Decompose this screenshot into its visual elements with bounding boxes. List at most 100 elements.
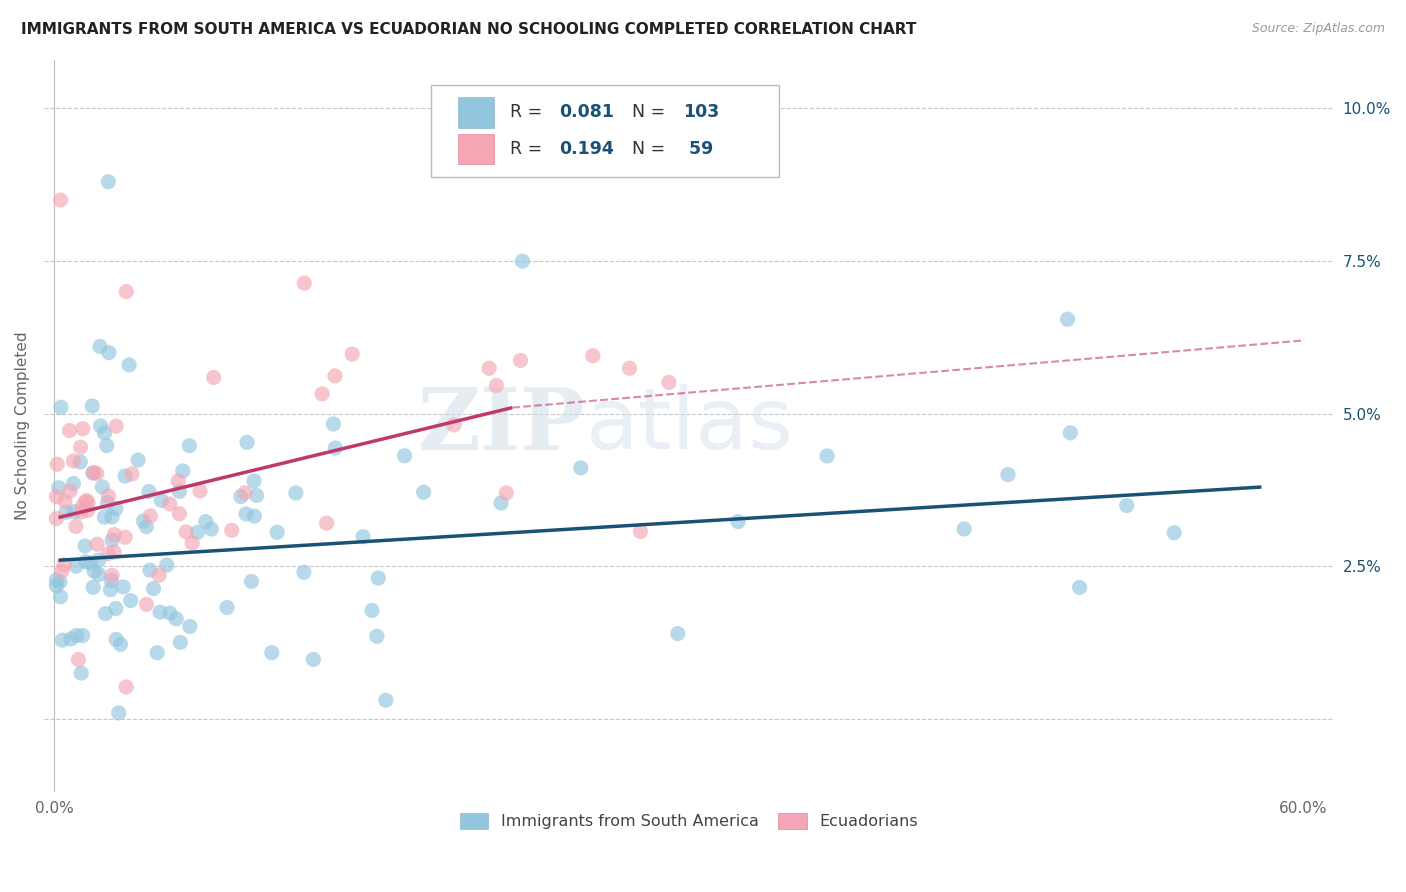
Point <box>1056 312 1078 326</box>
Point <box>75 555 97 569</box>
Point <box>65 628 87 642</box>
Point <box>666 626 689 640</box>
Point <box>107 706 129 720</box>
Point <box>997 467 1019 482</box>
Point <box>52 558 75 572</box>
Point <box>1069 581 1091 595</box>
Point <box>512 254 534 268</box>
Point <box>169 507 191 521</box>
Point <box>181 536 204 550</box>
Bar <box>458 97 495 128</box>
Point <box>658 376 681 390</box>
Point <box>45 490 67 504</box>
Point <box>82 399 104 413</box>
Point <box>82 580 104 594</box>
Point <box>101 568 124 582</box>
Point <box>53 494 76 508</box>
Point <box>150 493 173 508</box>
Point <box>105 419 128 434</box>
Point <box>72 629 94 643</box>
Text: 103: 103 <box>683 103 718 121</box>
Point <box>179 619 201 633</box>
Point <box>114 530 136 544</box>
Point <box>146 646 169 660</box>
Point <box>169 635 191 649</box>
Point <box>120 593 142 607</box>
Point <box>135 519 157 533</box>
Y-axis label: No Schooling Completed: No Schooling Completed <box>15 332 30 520</box>
Point <box>65 519 87 533</box>
Point <box>121 467 143 481</box>
Point <box>83 466 105 480</box>
Point <box>235 507 257 521</box>
Point <box>97 489 120 503</box>
Point <box>104 601 127 615</box>
Point <box>169 484 191 499</box>
Point <box>315 516 337 531</box>
Point <box>55 505 77 519</box>
Point <box>619 361 641 376</box>
Point <box>58 424 80 438</box>
Point <box>103 545 125 559</box>
Point <box>45 579 67 593</box>
Point <box>49 193 72 207</box>
Point <box>221 524 243 538</box>
Point <box>93 425 115 440</box>
Point <box>186 525 208 540</box>
Point <box>582 349 605 363</box>
Point <box>509 353 531 368</box>
Point <box>215 600 238 615</box>
Point <box>103 527 125 541</box>
Point <box>630 524 652 539</box>
Point <box>245 488 267 502</box>
Point <box>51 564 73 578</box>
Point <box>97 547 120 561</box>
Point <box>132 514 155 528</box>
Point <box>91 480 114 494</box>
FancyBboxPatch shape <box>432 86 779 177</box>
Point <box>86 537 108 551</box>
Point <box>266 525 288 540</box>
Point <box>127 453 149 467</box>
Point <box>100 582 122 597</box>
Point <box>96 496 118 510</box>
Point <box>90 419 112 434</box>
Point <box>260 646 283 660</box>
Point <box>100 574 122 588</box>
Point <box>284 486 307 500</box>
Point <box>311 386 333 401</box>
Point <box>75 495 97 509</box>
Point <box>135 598 157 612</box>
Point <box>70 505 93 519</box>
Point <box>114 469 136 483</box>
Point <box>233 485 256 500</box>
Point <box>62 454 84 468</box>
Point <box>366 629 388 643</box>
Point <box>243 474 266 488</box>
Point <box>69 440 91 454</box>
Point <box>46 457 69 471</box>
Point <box>188 483 211 498</box>
Point <box>394 449 416 463</box>
Point <box>118 358 141 372</box>
Bar <box>458 134 495 164</box>
Text: IMMIGRANTS FROM SOUTH AMERICA VS ECUADORIAN NO SCHOOLING COMPLETED CORRELATION C: IMMIGRANTS FROM SOUTH AMERICA VS ECUADOR… <box>21 22 917 37</box>
Text: 0.194: 0.194 <box>558 140 613 158</box>
Point <box>96 439 118 453</box>
Point <box>139 563 162 577</box>
Text: Source: ZipAtlas.com: Source: ZipAtlas.com <box>1251 22 1385 36</box>
Text: N =: N = <box>633 103 671 121</box>
Text: ZIP: ZIP <box>418 384 586 468</box>
Point <box>478 361 501 376</box>
Point <box>105 632 128 647</box>
Point <box>48 481 70 495</box>
Point <box>73 539 96 553</box>
Point <box>1059 425 1081 440</box>
Point <box>76 493 98 508</box>
Point <box>67 652 90 666</box>
Point <box>236 435 259 450</box>
Text: atlas: atlas <box>586 384 794 467</box>
Point <box>51 633 73 648</box>
Point <box>485 378 508 392</box>
Legend: Immigrants from South America, Ecuadorians: Immigrants from South America, Ecuadoria… <box>453 806 925 836</box>
